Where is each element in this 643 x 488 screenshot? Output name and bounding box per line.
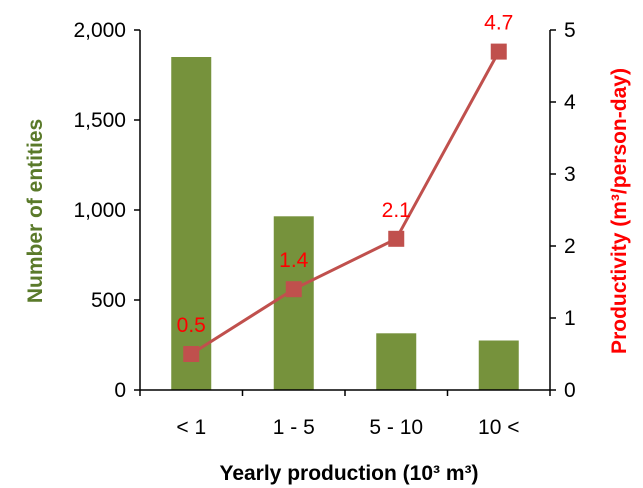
right-tick-label: 3 bbox=[564, 163, 576, 186]
line-data-labels: 0.5 1.4 2.1 4.7 bbox=[177, 12, 514, 337]
x-tick-label: < 1 bbox=[176, 416, 206, 439]
productivity-line bbox=[190, 50, 501, 356]
right-tick-label: 2 bbox=[564, 235, 576, 258]
bar-series bbox=[171, 57, 519, 390]
right-axis-ticks: 0 1 2 3 4 5 bbox=[550, 19, 576, 402]
bar bbox=[478, 340, 519, 390]
line-marker bbox=[388, 230, 405, 247]
left-tick-label: 1,500 bbox=[73, 109, 126, 132]
line-series bbox=[183, 43, 507, 362]
left-tick-label: 2,000 bbox=[73, 19, 126, 42]
right-tick-label: 0 bbox=[564, 379, 576, 402]
left-tick-label: 0 bbox=[114, 379, 126, 402]
right-tick-label: 5 bbox=[564, 19, 576, 42]
x-axis-title: Yearly production (10³ m³) bbox=[219, 462, 478, 485]
line-marker bbox=[285, 281, 302, 298]
right-tick-label: 4 bbox=[564, 91, 576, 114]
left-axis-ticks: 0 500 1,000 1,500 2,000 bbox=[73, 19, 140, 402]
right-axis-title: Productivity (m³/person-day) bbox=[608, 68, 631, 354]
line-marker bbox=[490, 43, 507, 60]
left-tick-label: 1,000 bbox=[73, 199, 126, 222]
line-data-label: 1.4 bbox=[279, 249, 309, 272]
line-marker bbox=[183, 346, 200, 362]
x-tick-label: 10 < bbox=[478, 416, 519, 439]
line-data-label: 2.1 bbox=[382, 199, 411, 222]
line-data-label: 4.7 bbox=[484, 12, 513, 35]
left-axis-title: Number of entities bbox=[24, 119, 47, 303]
line-data-label: 0.5 bbox=[177, 314, 206, 337]
bar bbox=[273, 216, 314, 390]
right-tick-label: 1 bbox=[564, 307, 576, 330]
x-tick-label: 5 - 10 bbox=[369, 416, 423, 439]
x-axis-ticks: < 1 1 - 5 5 - 10 10 < bbox=[139, 390, 551, 439]
left-tick-label: 500 bbox=[91, 289, 126, 312]
x-tick-label: 1 - 5 bbox=[273, 416, 315, 439]
bar bbox=[171, 57, 212, 390]
bar bbox=[376, 333, 417, 390]
